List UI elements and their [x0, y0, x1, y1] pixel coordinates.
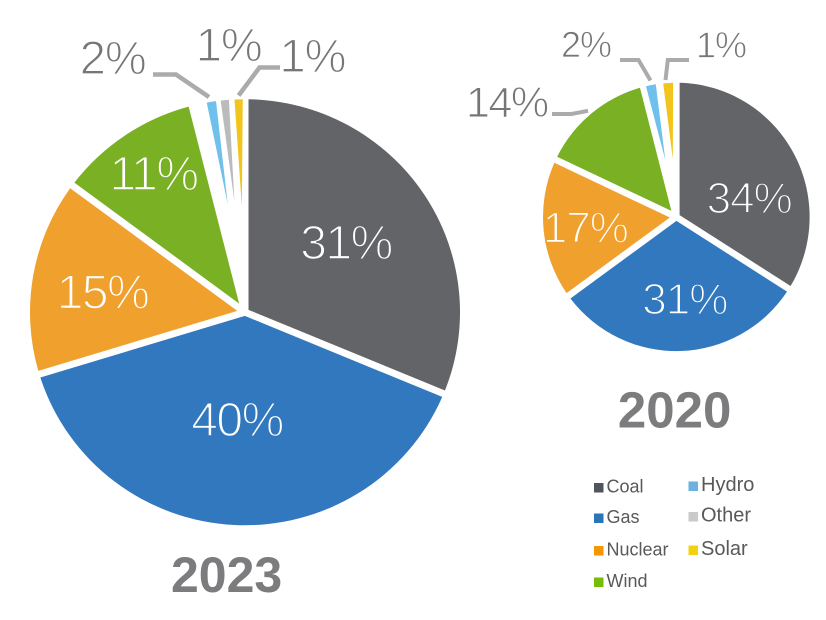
svg-text:14%: 14%	[466, 79, 548, 127]
svg-text:1%: 1%	[196, 18, 262, 71]
svg-text:2020: 2020	[618, 382, 731, 439]
svg-text:2023: 2023	[171, 547, 282, 603]
svg-text:Solar: Solar	[701, 538, 748, 560]
svg-text:Coal: Coal	[607, 477, 644, 497]
svg-text:11%: 11%	[109, 148, 197, 201]
svg-text:31%: 31%	[300, 217, 392, 270]
svg-text:Other: Other	[701, 505, 751, 527]
svg-text:15%: 15%	[57, 267, 149, 320]
svg-text:34%: 34%	[707, 174, 792, 223]
svg-text:Nuclear: Nuclear	[607, 540, 669, 560]
svg-text:1%: 1%	[280, 29, 346, 82]
svg-text:1%: 1%	[696, 25, 746, 66]
svg-text:Hydro: Hydro	[701, 474, 754, 496]
svg-text:2%: 2%	[80, 31, 146, 84]
svg-text:31%: 31%	[642, 275, 727, 324]
svg-text:2%: 2%	[561, 24, 611, 65]
svg-text:Gas: Gas	[607, 507, 640, 527]
svg-text:40%: 40%	[191, 394, 283, 447]
svg-text:17%: 17%	[543, 204, 628, 253]
svg-text:Wind: Wind	[607, 571, 648, 591]
